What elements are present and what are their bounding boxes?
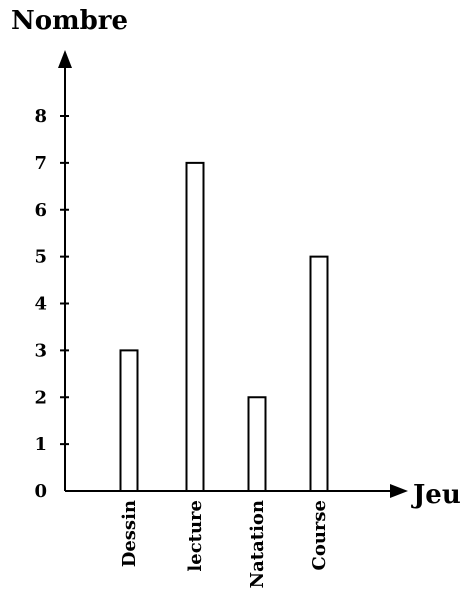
y-tick-label: 5	[34, 247, 47, 268]
y-tick-label: 6	[34, 200, 47, 221]
y-axis-arrow	[58, 50, 72, 68]
y-tick-label: 7	[34, 153, 47, 174]
category-labels: Dessin lecture Natation Course	[119, 500, 330, 588]
bar-lecture	[185, 161, 205, 492]
bar-natation	[247, 396, 267, 492]
y-tick-label: 1	[34, 434, 47, 455]
y-tick-label: 4	[34, 294, 47, 315]
bar-course	[309, 255, 329, 492]
category-label: lecture	[185, 500, 206, 572]
y-axis-title: Nombre	[11, 6, 128, 36]
x-axis-title: Jeu	[411, 480, 461, 510]
y-tick-label: 8	[34, 106, 47, 127]
y-ticks: 0 1 2 3 4 5 6 7 8	[34, 106, 69, 502]
y-tick-label: 3	[34, 340, 47, 361]
category-label: Natation	[247, 500, 268, 588]
x-axis-arrow	[390, 484, 408, 498]
category-label: Dessin	[119, 500, 140, 567]
y-tick-label: 2	[34, 387, 47, 408]
y-tick-label: 0	[34, 481, 47, 502]
bars	[119, 161, 329, 492]
category-label: Course	[309, 500, 330, 571]
bar-dessin	[119, 349, 139, 492]
